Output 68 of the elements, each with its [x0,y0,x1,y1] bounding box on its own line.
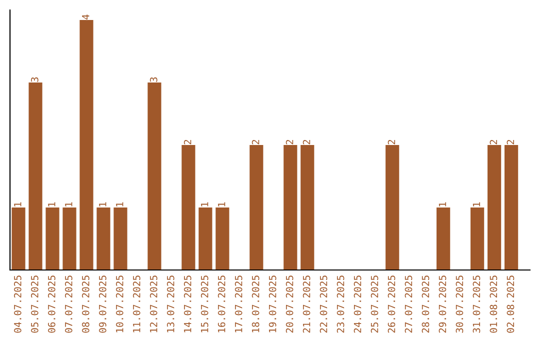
bar [488,145,502,270]
x-tick-label: 22.07.2025 [320,276,328,333]
x-tick-label: 20.07.2025 [286,276,294,333]
x-tick-label: 10.07.2025 [116,276,124,332]
x-tick-label: 18.07.2025 [252,276,260,332]
data-label: 2 [302,140,310,144]
data-label: 1 [65,202,72,206]
x-tick-label: 14.07.2025 [184,276,192,332]
x-tick-label: 11.07.2025 [132,276,140,332]
x-tick-label: 17.07.2025 [234,276,242,332]
x-tick-label: 25.07.2025 [370,276,378,333]
x-tick-label: 28.07.2025 [422,276,430,333]
data-label: 2 [490,140,498,144]
x-tick-label: 24.07.2025 [354,276,362,333]
x-tick-label: 02.08.2025 [506,276,514,333]
bar [470,208,484,270]
bar [300,145,314,270]
data-label: 2 [184,140,192,144]
x-tick-label: 15.07.2025 [200,276,208,332]
bar [12,208,26,270]
x-tick-label: 01.08.2025 [490,276,498,333]
x-tick-label: 07.07.2025 [64,276,72,333]
bar [504,145,518,270]
data-label: 1 [218,202,226,206]
bar [46,208,60,270]
data-label: 1 [201,202,208,206]
x-tick-label: 04.07.2025 [14,276,22,333]
data-label: 1 [99,202,106,206]
bar [386,145,400,270]
x-tick-label: 12.07.2025 [150,276,158,332]
x-tick-label: 16.07.2025 [218,276,226,332]
x-tick-label: 09.07.2025 [98,276,106,333]
x-tick-label: 29.07.2025 [438,276,446,333]
bar [28,82,42,270]
x-tick-label: 05.07.2025 [30,276,38,333]
data-label: 1 [116,202,124,206]
x-tick-label: 23.07.2025 [336,276,344,333]
data-label: 2 [286,140,294,144]
bar [62,208,76,270]
bar [198,208,212,270]
x-tick-label: 26.07.2025 [388,276,396,333]
x-tick-label: 08.07.2025 [82,276,90,333]
bar [284,145,298,270]
bar [250,145,264,270]
data-label: 2 [506,140,514,144]
x-tick-label: 13.07.2025 [166,276,174,332]
data-label: 3 [30,77,38,82]
x-tick-label: 06.07.2025 [48,276,56,333]
x-tick-label: 19.07.2025 [268,276,276,332]
x-tick-label: 31.07.2025 [472,276,480,333]
data-label: 1 [48,202,56,206]
x-tick-label: 30.07.2025 [456,276,464,333]
bar [148,82,162,270]
bar [114,208,128,270]
bar [216,208,230,270]
data-label: 1 [472,202,480,206]
x-tick-label: 27.07.2025 [404,276,412,333]
data-label: 4 [82,14,90,20]
bar [182,145,196,270]
bar [436,208,450,270]
data-label: 1 [438,202,446,206]
data-label: 1 [14,202,22,206]
x-tick-label: 21.07.2025 [302,276,310,333]
data-label: 3 [150,77,158,82]
bar [96,208,110,270]
data-label: 2 [252,140,260,144]
bar [80,20,94,270]
data-label: 2 [388,140,396,144]
